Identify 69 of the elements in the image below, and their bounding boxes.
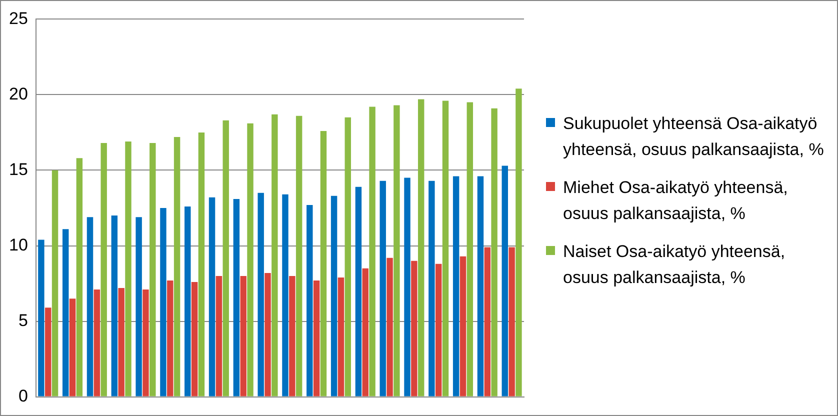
bar	[45, 308, 52, 396]
bar	[484, 247, 491, 396]
bar	[355, 186, 362, 396]
y-tick-label: 20	[8, 84, 28, 104]
legend-label: Miehet Osa-aikatyö yhteensä, osuus palkansaajista, %	[563, 177, 789, 225]
bar	[369, 106, 376, 396]
y-tick-label: 10	[8, 235, 28, 254]
y-tick-label: 25	[8, 8, 28, 28]
y-tick-label: 5	[18, 310, 28, 330]
bar	[320, 130, 327, 396]
bar	[111, 216, 118, 396]
bar	[160, 208, 166, 396]
bar	[508, 247, 515, 396]
bar	[435, 264, 442, 396]
bar	[240, 276, 246, 396]
bar	[86, 217, 94, 396]
bar	[216, 276, 222, 396]
bar	[491, 108, 498, 396]
bar	[330, 196, 338, 396]
bar	[142, 290, 149, 396]
bar	[150, 143, 156, 396]
bar	[100, 143, 107, 396]
bar	[411, 260, 418, 396]
bar	[516, 88, 522, 396]
bar	[233, 198, 240, 396]
bar	[118, 288, 124, 396]
bar	[296, 116, 302, 396]
bar	[460, 256, 466, 396]
bar	[428, 180, 435, 396]
bar	[125, 142, 132, 396]
bar	[442, 100, 449, 396]
bar	[222, 120, 229, 396]
bar	[272, 114, 278, 396]
bar	[191, 282, 198, 396]
bar	[62, 229, 69, 396]
bar	[208, 197, 216, 396]
y-tick-label: 0	[18, 386, 28, 406]
bar	[258, 192, 264, 396]
bar	[94, 290, 100, 396]
bar	[52, 170, 58, 396]
bar	[386, 258, 393, 396]
legend-label: Sukupuolet yhteensä Osa-aikatyö yhteensä, osuus palkansaajista, %	[563, 113, 825, 161]
bar	[394, 105, 400, 396]
bar	[404, 178, 410, 396]
bar	[466, 102, 474, 396]
bar	[264, 272, 271, 396]
y-tick-label: 15	[8, 160, 28, 179]
bar	[76, 158, 83, 396]
bar	[380, 180, 386, 396]
bar	[338, 277, 344, 396]
bar	[306, 204, 313, 396]
bar	[174, 137, 180, 396]
bar	[136, 217, 142, 396]
bar	[184, 206, 191, 396]
bar	[362, 268, 368, 396]
bar	[344, 117, 351, 396]
bar	[167, 280, 174, 396]
bar	[452, 176, 460, 396]
bar	[313, 280, 320, 396]
bar	[502, 166, 508, 396]
bar	[198, 132, 205, 396]
bar	[282, 194, 288, 396]
bar	[38, 240, 44, 396]
legend-label: Naiset Osa-aikatyö yhteensä, osuus palkansaajista, %	[563, 241, 786, 289]
bar	[69, 298, 76, 396]
bar	[418, 99, 424, 396]
bar	[477, 176, 484, 396]
bar	[289, 276, 296, 396]
bar	[247, 123, 254, 396]
